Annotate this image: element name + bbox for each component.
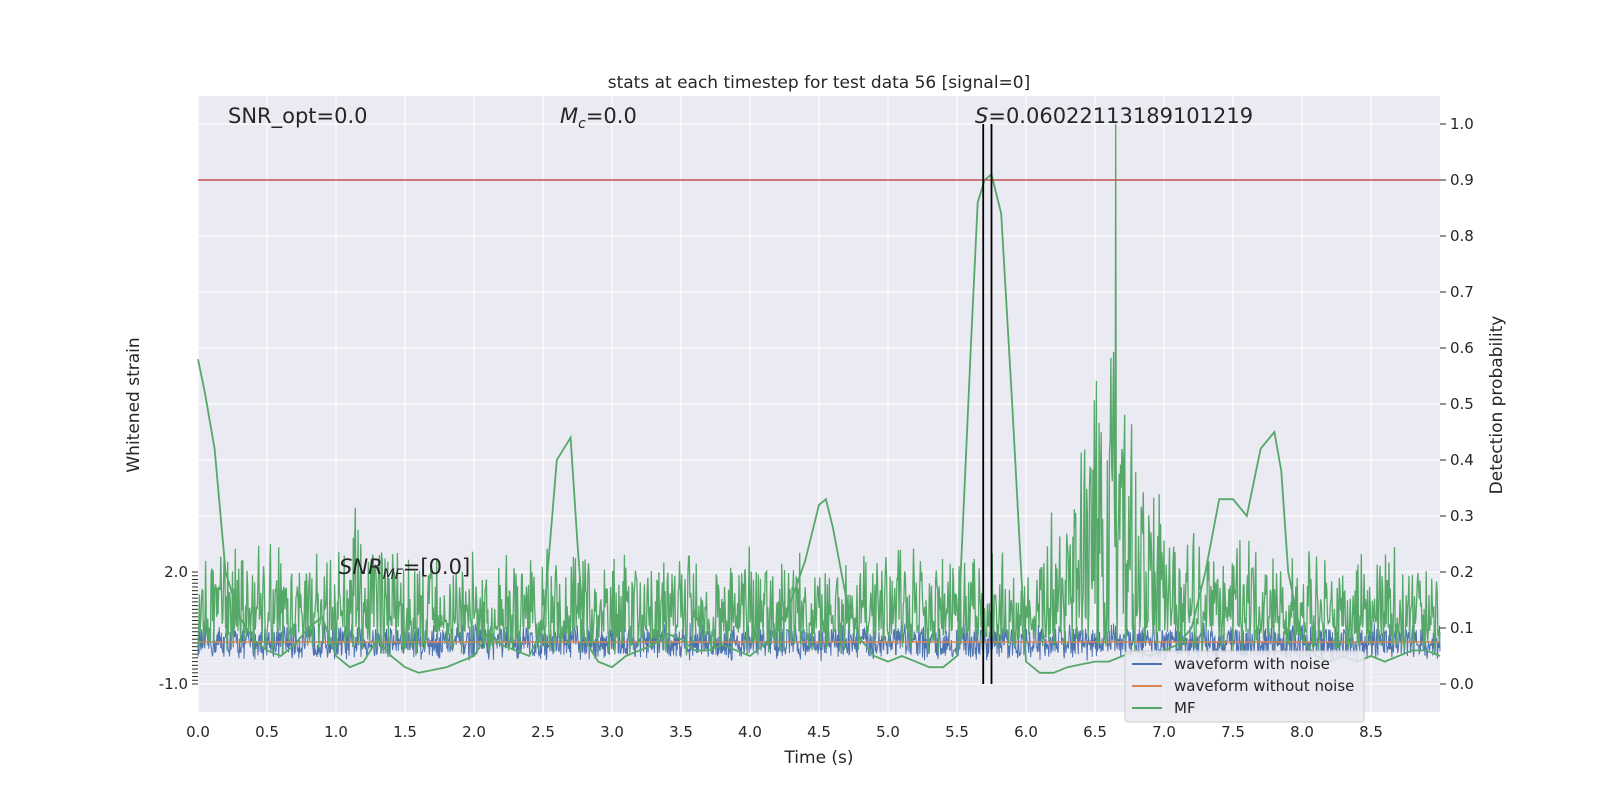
right-tick-label: 0.6 bbox=[1450, 339, 1474, 357]
x-tick-label: 7.5 bbox=[1221, 723, 1245, 741]
annotation-mc: Mc=0.0 bbox=[560, 104, 637, 132]
right-axis-ticks: 0.0 0.1 0.2 0.3 0.4 0.5 0.6 0.7 0.8 0.9 1.0 bbox=[1440, 115, 1474, 693]
series-mf-smooth bbox=[197, 172, 1441, 674]
right-tick-label: 0.8 bbox=[1450, 227, 1474, 245]
right-tick-label: 0.3 bbox=[1450, 507, 1474, 525]
left-axis-label: Whitened strain bbox=[124, 337, 144, 472]
x-tick-label: 3.0 bbox=[600, 723, 624, 741]
x-tick-label: 7.0 bbox=[1152, 723, 1176, 741]
x-tick-label: 0.0 bbox=[186, 723, 210, 741]
right-tick-label: 0.5 bbox=[1450, 395, 1474, 413]
annotation-mc-subscript: c bbox=[578, 116, 586, 132]
x-tick-label: 8.0 bbox=[1290, 723, 1314, 741]
x-tick-label: 3.5 bbox=[669, 723, 693, 741]
x-tick-label: 2.0 bbox=[462, 723, 486, 741]
chart-title: stats at each timestep for test data 56 … bbox=[608, 73, 1031, 93]
right-tick-label: 0.0 bbox=[1450, 675, 1474, 693]
right-tick-label: 0.2 bbox=[1450, 563, 1474, 581]
legend-box bbox=[1124, 650, 1365, 723]
right-tick-label: 0.4 bbox=[1450, 451, 1474, 469]
right-axis-label: Detection probability bbox=[1487, 316, 1507, 495]
annotation-snr-mf: SNRMF=[0.0] bbox=[339, 555, 470, 583]
right-tick-label: 0.1 bbox=[1450, 619, 1474, 637]
annotation-s-symbol: S bbox=[975, 104, 988, 128]
x-tick-label: 4.0 bbox=[738, 723, 762, 741]
x-tick-label: 5.0 bbox=[876, 723, 900, 741]
annotation-snr-opt: SNR_opt=0.0 bbox=[228, 104, 368, 129]
legend-label-noise: waveform with noise bbox=[1174, 655, 1330, 673]
annotation-snr-mf-value: =[0.0] bbox=[403, 555, 470, 579]
legend-label-mf: MF bbox=[1174, 699, 1196, 717]
legend-label-clean: waveform without noise bbox=[1174, 677, 1354, 695]
x-tick-label: 6.5 bbox=[1083, 723, 1107, 741]
x-tick-label: 8.5 bbox=[1359, 723, 1383, 741]
x-axis-ticks: 0.0 0.5 1.0 1.5 2.0 2.5 3.0 3.5 4.0 4.5 5.0 5.5 6.0 6… bbox=[186, 723, 1383, 741]
annotation-snr-mf-subscript: MF bbox=[383, 567, 404, 583]
annotation-s: S=0.06022113189101219 bbox=[975, 104, 1253, 128]
right-tick-label: 0.9 bbox=[1450, 171, 1474, 189]
x-axis-label: Time (s) bbox=[783, 748, 853, 768]
annotation-mc-symbol: M bbox=[560, 104, 578, 128]
left-tick-label: -1.0 bbox=[159, 675, 188, 693]
x-tick-label: 0.5 bbox=[255, 723, 279, 741]
x-tick-label: 1.5 bbox=[393, 723, 417, 741]
annotation-mc-value: =0.0 bbox=[586, 104, 637, 128]
x-tick-label: 6.0 bbox=[1014, 723, 1038, 741]
series-layer bbox=[197, 123, 1441, 684]
left-tick-label: 2.0 bbox=[164, 563, 188, 581]
x-tick-label: 5.5 bbox=[945, 723, 969, 741]
x-tick-label: 4.5 bbox=[807, 723, 831, 741]
right-tick-label: 0.7 bbox=[1450, 283, 1474, 301]
legend: waveform with noise waveform without noi… bbox=[1124, 650, 1365, 723]
x-tick-label: 2.5 bbox=[531, 723, 555, 741]
annotation-snr-mf-symbol: SNR bbox=[339, 555, 383, 579]
right-tick-label: 1.0 bbox=[1450, 115, 1474, 133]
annotation-s-value: =0.06022113189101219 bbox=[988, 104, 1253, 128]
left-axis-ticks: -1.0 2.0 bbox=[159, 563, 198, 693]
x-tick-label: 1.0 bbox=[324, 723, 348, 741]
